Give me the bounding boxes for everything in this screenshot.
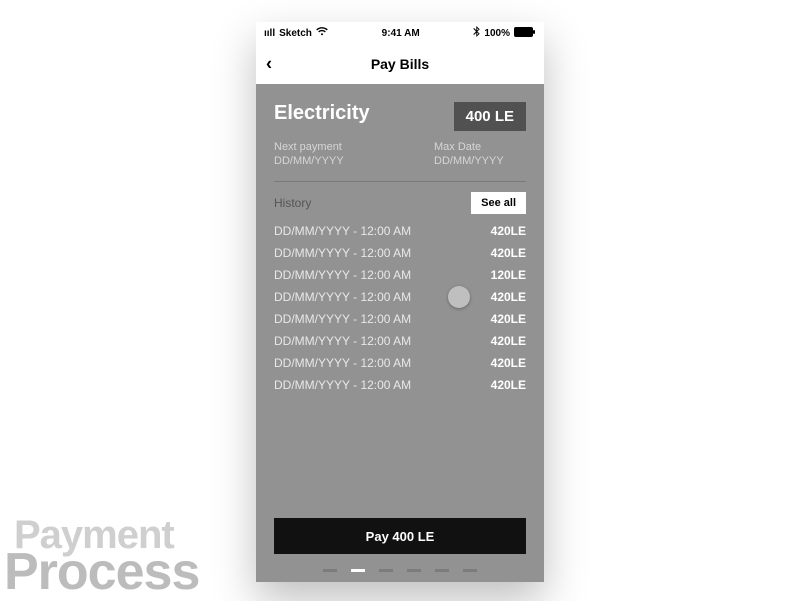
phone-frame: ııll Sketch 9:41 AM 100% ‹ Pay Bills Ele…	[256, 22, 544, 582]
watermark: Payment Process	[4, 519, 199, 594]
history-datetime: DD/MM/YYYY - 12:00 AM	[274, 268, 411, 282]
max-date-value: DD/MM/YYYY	[434, 155, 526, 167]
history-list[interactable]: DD/MM/YYYY - 12:00 AM420LEDD/MM/YYYY - 1…	[274, 224, 526, 392]
status-time: 9:41 AM	[382, 28, 420, 39]
history-datetime: DD/MM/YYYY - 12:00 AM	[274, 334, 411, 348]
max-date: Max Date DD/MM/YYYY	[434, 141, 526, 167]
signal-icon: ııll	[264, 28, 275, 39]
status-left: ııll Sketch	[264, 27, 328, 39]
next-payment: Next payment DD/MM/YYYY	[274, 141, 344, 167]
pager-dot[interactable]	[463, 569, 477, 572]
history-row[interactable]: DD/MM/YYYY - 12:00 AM 120LE	[274, 268, 526, 282]
history-amount: 420LE	[491, 378, 526, 392]
history-row[interactable]: DD/MM/YYYY - 12:00 AM 420LE	[274, 246, 526, 260]
history-amount: 420LE	[491, 312, 526, 326]
history-row[interactable]: DD/MM/YYYY - 12:00 AM 420LE	[274, 378, 526, 392]
history-row[interactable]: DD/MM/YYYY - 12:00 AM 420LE	[274, 356, 526, 370]
max-date-label: Max Date	[434, 141, 526, 153]
page-indicator[interactable]	[256, 569, 544, 572]
battery-label: 100%	[484, 28, 510, 39]
next-payment-value: DD/MM/YYYY	[274, 155, 344, 167]
history-datetime: DD/MM/YYYY - 12:00 AM	[274, 378, 411, 392]
bill-category: Electricity	[274, 102, 370, 125]
watermark-line2: Process	[4, 551, 199, 594]
status-bar: ııll Sketch 9:41 AM 100%	[256, 22, 544, 44]
pager-dot[interactable]	[379, 569, 393, 572]
battery-icon	[514, 27, 536, 40]
history-datetime: DD/MM/YYYY - 12:00 AM	[274, 246, 411, 260]
history-amount: 420LE	[491, 356, 526, 370]
history-row[interactable]: DD/MM/YYYY - 12:00 AM 420LE	[274, 290, 526, 304]
history-datetime: DD/MM/YYYY - 12:00 AM	[274, 356, 411, 370]
next-payment-label: Next payment	[274, 141, 344, 153]
history-datetime: DD/MM/YYYY - 12:00 AM	[274, 290, 411, 304]
pager-dot[interactable]	[351, 569, 365, 572]
content-area: Electricity 400 LE Next payment DD/MM/YY…	[256, 84, 544, 392]
history-amount: 420LE	[491, 246, 526, 260]
history-row[interactable]: DD/MM/YYYY - 12:00 AM 420LE	[274, 334, 526, 348]
amount-badge: 400 LE	[454, 102, 526, 131]
scroll-knob-icon[interactable]	[448, 286, 470, 308]
history-datetime: DD/MM/YYYY - 12:00 AM	[274, 224, 411, 238]
history-amount: 120LE	[491, 268, 526, 282]
history-datetime: DD/MM/YYYY - 12:00 AM	[274, 312, 411, 326]
divider	[274, 181, 526, 182]
history-amount: 420LE	[491, 290, 526, 304]
page-title: Pay Bills	[371, 56, 429, 72]
history-header: History See all	[274, 192, 526, 214]
see-all-button[interactable]: See all	[471, 192, 526, 214]
pager-dot[interactable]	[407, 569, 421, 572]
pay-button[interactable]: Pay 400 LE	[274, 518, 526, 554]
history-label: History	[274, 196, 311, 210]
status-right: 100%	[473, 26, 536, 40]
bill-subinfo: Next payment DD/MM/YYYY Max Date DD/MM/Y…	[274, 141, 526, 167]
bill-header: Electricity 400 LE	[274, 102, 526, 131]
history-amount: 420LE	[491, 224, 526, 238]
history-row[interactable]: DD/MM/YYYY - 12:00 AM 420LE	[274, 224, 526, 238]
pager-dot[interactable]	[323, 569, 337, 572]
pager-dot[interactable]	[435, 569, 449, 572]
wifi-icon	[316, 27, 328, 39]
bluetooth-icon	[473, 26, 480, 40]
history-amount: 420LE	[491, 334, 526, 348]
nav-bar: ‹ Pay Bills	[256, 44, 544, 84]
history-row[interactable]: DD/MM/YYYY - 12:00 AM 420LE	[274, 312, 526, 326]
carrier-label: Sketch	[279, 28, 312, 39]
back-button[interactable]: ‹	[266, 54, 272, 75]
